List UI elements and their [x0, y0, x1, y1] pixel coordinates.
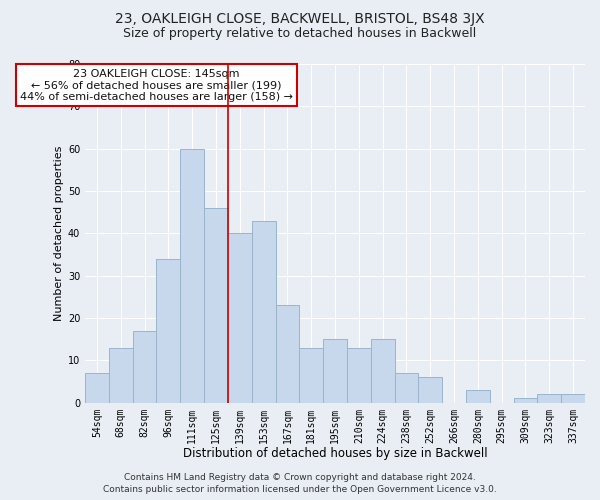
Bar [395, 373, 418, 402]
Bar [252, 220, 275, 402]
Bar [180, 148, 204, 402]
Bar [228, 234, 252, 402]
Text: Size of property relative to detached houses in Backwell: Size of property relative to detached ho… [124, 28, 476, 40]
Bar [275, 306, 299, 402]
Bar [418, 378, 442, 402]
Bar [133, 330, 157, 402]
Bar [347, 348, 371, 403]
Bar [466, 390, 490, 402]
Text: Contains HM Land Registry data © Crown copyright and database right 2024.
Contai: Contains HM Land Registry data © Crown c… [103, 472, 497, 494]
Bar [514, 398, 538, 402]
Bar [109, 348, 133, 403]
X-axis label: Distribution of detached houses by size in Backwell: Distribution of detached houses by size … [183, 447, 487, 460]
Bar [85, 373, 109, 402]
Bar [323, 339, 347, 402]
Bar [204, 208, 228, 402]
Y-axis label: Number of detached properties: Number of detached properties [53, 146, 64, 321]
Bar [299, 348, 323, 403]
Bar [561, 394, 585, 402]
Bar [371, 339, 395, 402]
Text: 23, OAKLEIGH CLOSE, BACKWELL, BRISTOL, BS48 3JX: 23, OAKLEIGH CLOSE, BACKWELL, BRISTOL, B… [115, 12, 485, 26]
Bar [538, 394, 561, 402]
Bar [157, 259, 180, 402]
Text: 23 OAKLEIGH CLOSE: 145sqm
← 56% of detached houses are smaller (199)
44% of semi: 23 OAKLEIGH CLOSE: 145sqm ← 56% of detac… [20, 68, 293, 102]
